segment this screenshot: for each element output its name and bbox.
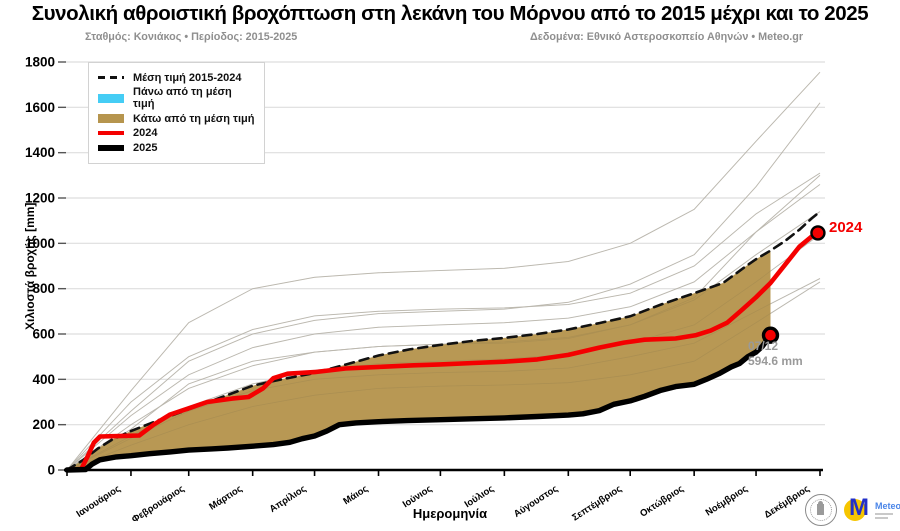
label-2024-line: 2024 [829,219,863,236]
meteo-logo-m: M [849,494,869,521]
end-date-label: 07/12 [748,339,779,353]
y-tick-label: 400 [32,372,55,387]
legend-swatch-line-black [98,144,124,151]
legend-swatch-patch [98,114,124,123]
end-value-label: 594.6 mm [748,354,803,368]
x-axis [64,468,823,476]
end-annotation-2025: 07/12 594.6 mm [748,339,803,369]
footer-logos: M Meteo [800,492,900,530]
legend-label: Μέση τιμή 2015-2024 [133,71,242,84]
chart-legend: Μέση τιμή 2015-2024 Πάνω από τη μέση τιμή… [88,62,265,164]
y-tick-label: 1400 [25,145,55,160]
chart-title: Συνολική αθροιστική βροχόπτωση στη λεκάν… [31,2,869,25]
legend-item-0: Μέση τιμή 2015-2024 [98,72,256,84]
endpoint-dot-2025 [761,326,780,344]
x-tick-label-month: Μάιος [341,483,370,507]
y-tick-label: 600 [32,327,55,342]
meteo-logo-dot [844,499,866,521]
legend-item-1: Πάνω από τη μέση τιμή [98,86,256,110]
legend-label: Πάνω από τη μέση τιμή [133,86,232,110]
legend-label: Κάτω από τη μέση τιμή [133,112,255,125]
y-tick-label: 1600 [25,100,55,115]
legend-label: 2025 [133,141,158,154]
background-year-line [66,71,821,471]
background-year-line [66,183,821,471]
y-tick-label: 0 [47,463,55,478]
legend-item-2: Κάτω από τη μέση τιμή [98,113,256,125]
legend-swatch-patch [98,93,124,103]
y-tick-label: 1000 [25,236,55,251]
data-source-subtitle: Δεδομένα: Εθνικό Αστεροσκοπείο Αθηνών • … [530,31,804,43]
legend-item-4: 2025 [98,142,256,154]
observatory-seal-logo [805,494,837,526]
legend-label: 2024 [133,127,158,139]
y-tick-label: 1200 [25,191,55,206]
y-tick-label: 200 [32,417,55,432]
x-axis-caption: Ημερομηνία [412,506,488,521]
legend-swatch-line-red [98,131,124,135]
line-2024 [64,230,821,473]
line-2025 [64,332,774,473]
y-tick-label: 800 [32,281,55,296]
y-axis-caption: Χιλιοστά βροχής [mm] [23,202,37,330]
endpoint-dot-2024 [810,225,826,241]
background-year-line [66,172,821,471]
meteo-logo: M Meteo [844,494,900,527]
y-axis-ticks-labels: 0 200 400 600 800 1000 1200 1400 1600 1800 [25,55,66,478]
background-year-line [66,102,821,471]
meteo-logo-text: Meteo [875,501,900,511]
station-subtitle: Σταθμός: Κονιάκος • Περίοδος: 2015-2025 [85,31,298,43]
below-mean-fill [67,250,771,470]
legend-item-3: 2024 [98,127,256,139]
y-tick-label: 1800 [25,55,55,70]
legend-swatch-dashed-line [98,76,124,79]
